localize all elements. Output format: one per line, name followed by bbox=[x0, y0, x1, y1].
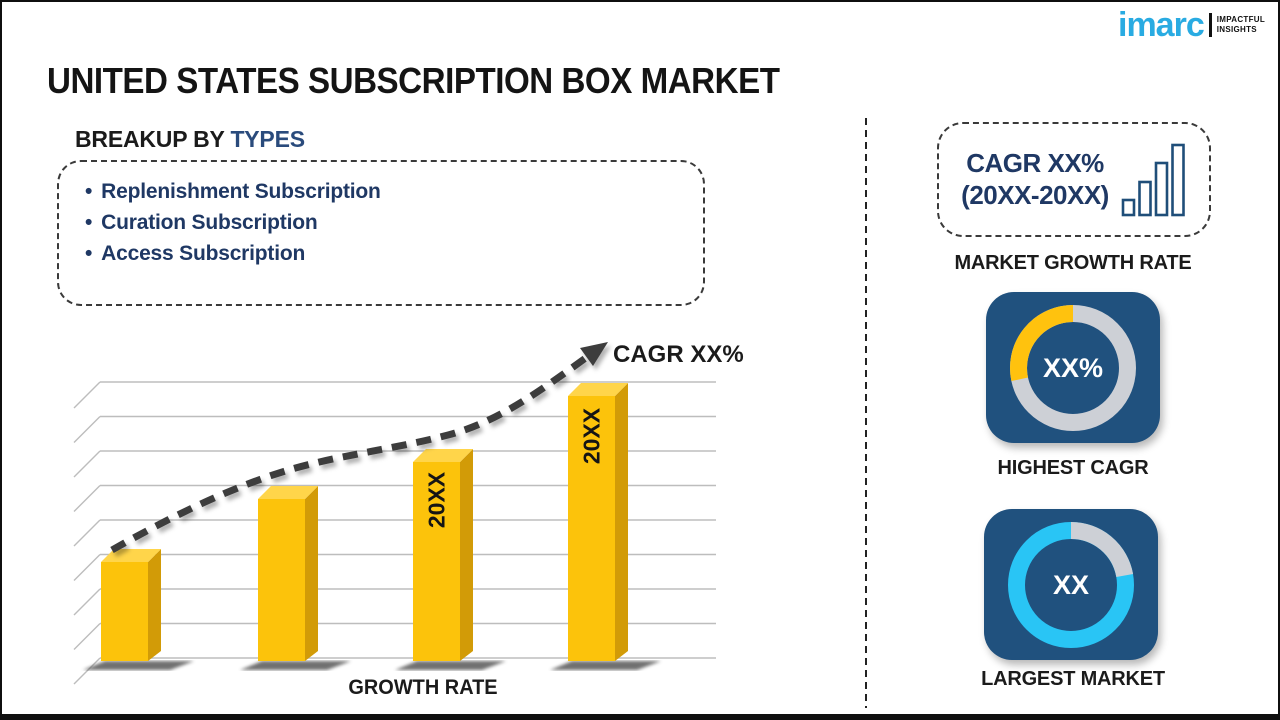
cagr-trend-arrow bbox=[110, 342, 608, 554]
logo-divider-bar bbox=[1208, 13, 1212, 37]
cagr-box-line1: CAGR XX% bbox=[966, 148, 1104, 179]
logo-tagline-line2: INSIGHTS bbox=[1216, 25, 1257, 34]
cagr-box-line2: (20XX-20XX) bbox=[961, 179, 1109, 210]
bar-year1 bbox=[101, 549, 161, 661]
growth-rate-bar-chart: 20XX 20XX bbox=[73, 342, 716, 685]
imarc-logo: imarc IMPACTFUL INSIGHTS bbox=[1118, 8, 1265, 42]
imarc-logo-wordmark: imarc bbox=[1118, 6, 1205, 44]
logo-tagline: IMPACTFUL INSIGHTS bbox=[1217, 15, 1265, 35]
bar-year4-label: 20XX bbox=[579, 407, 605, 464]
breakup-heading-prefix: BREAKUP BY bbox=[75, 126, 231, 152]
bar-shadows bbox=[83, 661, 661, 670]
bar-year4: 20XX bbox=[568, 383, 628, 661]
highest-cagr-value: XX% bbox=[1043, 353, 1103, 383]
arrowhead-icon bbox=[580, 342, 608, 366]
bar-year3: 20XX bbox=[413, 449, 473, 661]
largest-market-value: XX bbox=[1053, 570, 1089, 600]
largest-market-caption: LARGEST MARKET bbox=[981, 668, 1165, 690]
cagr-box-text: CAGR XX% (20XX-20XX) bbox=[961, 148, 1109, 210]
bar-year3-label: 20XX bbox=[424, 471, 450, 528]
logo-tagline-line1: IMPACTFUL bbox=[1216, 15, 1266, 24]
section-divider bbox=[865, 118, 867, 708]
chart-x-axis-label: GROWTH RATE bbox=[348, 676, 498, 699]
highest-cagr-caption: HIGHEST CAGR bbox=[997, 457, 1149, 479]
largest-market-donut-icon: XX bbox=[1008, 521, 1134, 648]
largest-market-tile: XX bbox=[984, 509, 1158, 660]
highest-cagr-tile: XX% bbox=[986, 292, 1160, 443]
list-item: Replenishment Subscription bbox=[85, 176, 703, 207]
market-growth-rate-box: CAGR XX% (20XX-20XX) bbox=[937, 122, 1211, 237]
list-item: Curation Subscription bbox=[85, 207, 703, 238]
breakup-types-box: Replenishment Subscription Curation Subs… bbox=[57, 160, 705, 306]
highest-cagr-donut-icon: XX% bbox=[1010, 304, 1136, 431]
breakup-heading: BREAKUP BY TYPES bbox=[75, 126, 305, 153]
cagr-trend-label: CAGR XX% bbox=[613, 341, 744, 368]
growth-bars-icon bbox=[1121, 143, 1185, 216]
bar-year2 bbox=[258, 486, 318, 661]
market-growth-rate-caption: MARKET GROWTH RATE bbox=[954, 252, 1192, 274]
page-title: UNITED STATES SUBSCRIPTION BOX MARKET bbox=[47, 60, 780, 101]
breakup-heading-highlight: TYPES bbox=[230, 126, 305, 152]
list-item: Access Subscription bbox=[85, 238, 703, 269]
breakup-types-list: Replenishment Subscription Curation Subs… bbox=[85, 176, 703, 269]
